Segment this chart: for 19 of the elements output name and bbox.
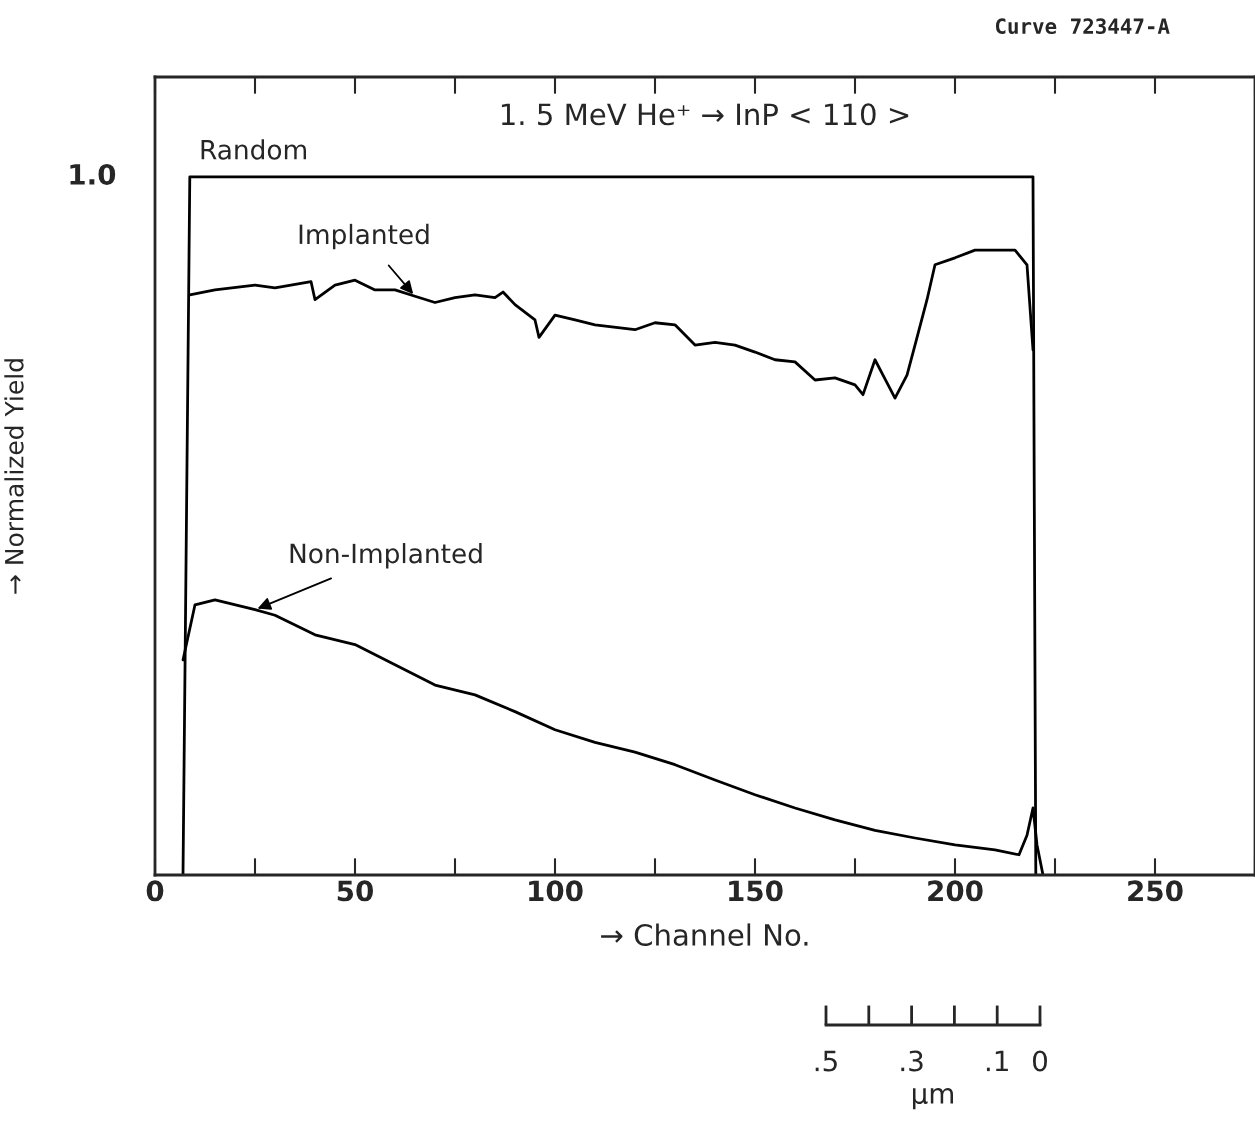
x-tick-label: 200 xyxy=(928,880,983,902)
chart-title: 1. 5 MeV He⁺ → InP < 110 > xyxy=(501,103,909,126)
text: 1.0 xyxy=(70,163,116,185)
y-axis-title: → Normalized Yield xyxy=(4,359,24,594)
x2-tick-label: .1 xyxy=(986,1050,1008,1072)
x-tick-label: 250 xyxy=(1128,880,1183,902)
x-tick-label: 150 xyxy=(729,880,783,902)
x-tick-label: 100 xyxy=(529,880,583,902)
x-tick-label: 50 xyxy=(337,880,373,902)
series-label: Implanted xyxy=(299,223,429,250)
x-axis-title: → Channel No. xyxy=(601,923,808,946)
series-label: Non-Implanted xyxy=(290,543,482,569)
x2-tick-label: .5 xyxy=(815,1050,837,1072)
x2-tick-label: .3 xyxy=(901,1050,923,1072)
x-tick-label: 0 xyxy=(146,880,164,902)
x2-axis-title: μm xyxy=(913,1087,954,1110)
series-label: Random xyxy=(201,139,306,160)
text: Curve 723447-A xyxy=(995,18,1170,35)
x2-tick-label: 0 xyxy=(1032,1050,1047,1072)
